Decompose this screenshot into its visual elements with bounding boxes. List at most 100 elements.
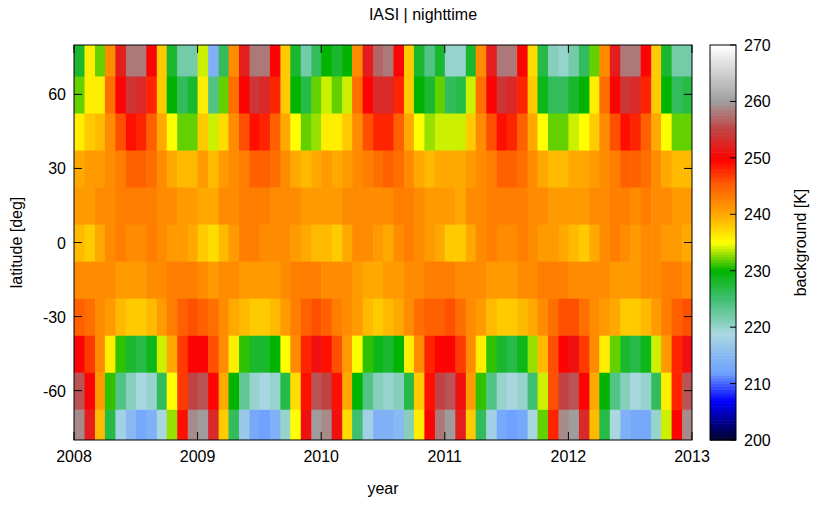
cell bbox=[126, 76, 136, 114]
cell bbox=[290, 298, 301, 336]
cell bbox=[342, 372, 352, 410]
cell bbox=[559, 335, 569, 373]
cell bbox=[486, 372, 497, 410]
cell bbox=[661, 298, 672, 336]
cell bbox=[682, 224, 692, 262]
colorbar-swatch bbox=[710, 45, 736, 48]
cell bbox=[208, 298, 219, 336]
colorbar-tick bbox=[730, 327, 736, 328]
cell bbox=[219, 45, 229, 76]
y-tick bbox=[74, 168, 82, 169]
cell bbox=[157, 187, 167, 225]
cell bbox=[383, 335, 394, 373]
cell bbox=[630, 335, 641, 373]
cell bbox=[74, 150, 85, 188]
cell bbox=[373, 261, 383, 299]
cell bbox=[136, 76, 147, 114]
cell bbox=[641, 76, 652, 114]
cell bbox=[486, 45, 497, 76]
cell bbox=[188, 298, 198, 336]
cell bbox=[466, 409, 476, 440]
cell bbox=[208, 187, 219, 225]
y-axis-title: latitude [deg] bbox=[8, 197, 25, 289]
x-tick-label: 2011 bbox=[428, 448, 463, 465]
cell bbox=[74, 187, 85, 225]
cell bbox=[352, 224, 363, 262]
cell bbox=[250, 224, 260, 262]
cell bbox=[497, 45, 507, 76]
cell bbox=[229, 45, 240, 76]
cell bbox=[641, 298, 652, 336]
cell bbox=[414, 224, 425, 262]
cell bbox=[630, 409, 641, 440]
cell bbox=[455, 187, 466, 225]
cell bbox=[74, 261, 85, 299]
cell bbox=[651, 224, 661, 262]
cell bbox=[610, 335, 621, 373]
cell bbox=[672, 261, 683, 299]
cell bbox=[528, 261, 538, 299]
x-tick bbox=[568, 45, 569, 53]
cell bbox=[630, 372, 641, 410]
cell bbox=[455, 261, 466, 299]
cell bbox=[352, 113, 363, 151]
cell bbox=[373, 113, 383, 151]
cell bbox=[661, 224, 672, 262]
cell bbox=[538, 372, 549, 410]
cell bbox=[229, 372, 240, 410]
cell bbox=[630, 187, 641, 225]
cell bbox=[188, 409, 198, 440]
cell bbox=[672, 76, 683, 114]
cell bbox=[198, 261, 209, 299]
cell bbox=[270, 187, 281, 225]
cell bbox=[599, 76, 610, 114]
cell bbox=[311, 409, 321, 440]
cell bbox=[630, 45, 641, 76]
cell bbox=[610, 298, 621, 336]
cell bbox=[146, 372, 157, 410]
cell bbox=[157, 372, 167, 410]
cell bbox=[466, 298, 476, 336]
cell bbox=[115, 372, 126, 410]
cell bbox=[219, 261, 229, 299]
y-tick bbox=[74, 316, 82, 317]
x-tick-label: 2008 bbox=[56, 448, 92, 465]
cell bbox=[476, 224, 487, 262]
cell bbox=[641, 45, 652, 76]
cell bbox=[641, 372, 652, 410]
cell bbox=[559, 224, 569, 262]
cell bbox=[630, 150, 641, 188]
cell bbox=[476, 45, 487, 76]
cell bbox=[85, 409, 96, 440]
cell bbox=[404, 224, 414, 262]
cell bbox=[424, 113, 435, 151]
cell bbox=[517, 76, 528, 114]
cell bbox=[394, 224, 405, 262]
cell bbox=[95, 187, 105, 225]
cell bbox=[229, 76, 240, 114]
cell bbox=[126, 45, 136, 76]
cell bbox=[157, 76, 167, 114]
cell bbox=[332, 261, 343, 299]
title: IASI | nighttime bbox=[369, 6, 477, 23]
cell bbox=[332, 298, 343, 336]
cell bbox=[620, 150, 630, 188]
cell bbox=[599, 298, 610, 336]
cell bbox=[311, 335, 321, 373]
cell bbox=[435, 113, 445, 151]
cell bbox=[188, 150, 198, 188]
cell bbox=[188, 261, 198, 299]
cell bbox=[157, 150, 167, 188]
cell bbox=[250, 261, 260, 299]
colorbar-tick-label: 240 bbox=[744, 206, 771, 223]
cell bbox=[568, 261, 579, 299]
cell bbox=[321, 187, 332, 225]
cell bbox=[342, 76, 352, 114]
cell bbox=[74, 298, 85, 336]
cell bbox=[332, 76, 343, 114]
cell bbox=[507, 298, 518, 336]
cell bbox=[630, 298, 641, 336]
cell bbox=[589, 409, 599, 440]
cell bbox=[641, 113, 652, 151]
cell bbox=[311, 372, 321, 410]
